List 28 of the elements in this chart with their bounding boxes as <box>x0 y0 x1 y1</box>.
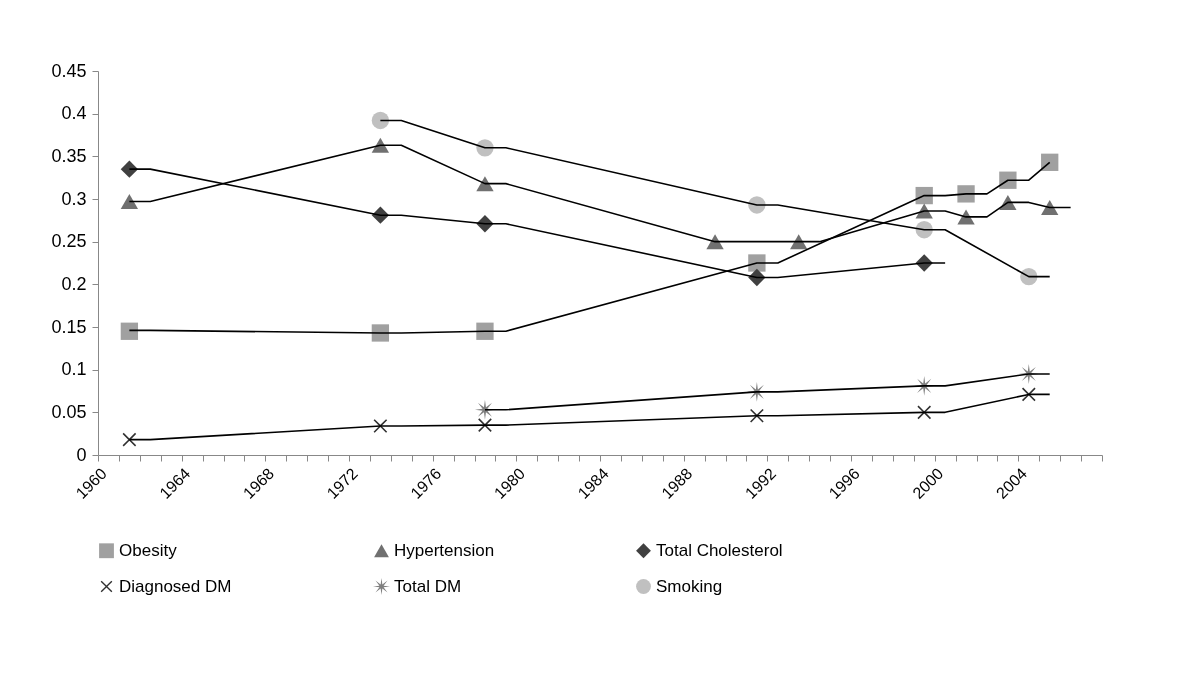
point <box>120 322 139 340</box>
y-tick-label: 0.25 <box>51 231 87 252</box>
point <box>1041 200 1059 216</box>
point <box>790 234 808 250</box>
point <box>476 322 494 340</box>
legend-label: Total DM <box>394 576 462 596</box>
point <box>371 111 390 130</box>
y-tick-label: 0.35 <box>51 145 87 166</box>
y-tick-label: 0.3 <box>61 188 87 209</box>
point <box>120 160 139 178</box>
point <box>1041 153 1059 171</box>
y-tick-label: 0.15 <box>51 316 87 337</box>
legend-label: Diagnosed DM <box>119 576 232 596</box>
point <box>122 432 137 447</box>
point <box>476 176 494 192</box>
y-tick-label: 0.45 <box>51 60 87 81</box>
legend-label: Total Cholesterol <box>656 540 783 560</box>
y-tick-label: 0.2 <box>61 273 87 294</box>
y-tick-label: 0.05 <box>51 401 87 422</box>
point <box>120 194 139 210</box>
point <box>957 185 975 203</box>
legend-label: Hypertension <box>394 540 495 560</box>
legend-label: Obesity <box>119 540 178 560</box>
y-tick-label: 0.1 <box>61 359 87 380</box>
point <box>917 405 932 420</box>
legend-label: Smoking <box>656 576 723 596</box>
y-tick-label: 0 <box>76 444 87 465</box>
y-tick-label: 0.4 <box>61 103 87 124</box>
